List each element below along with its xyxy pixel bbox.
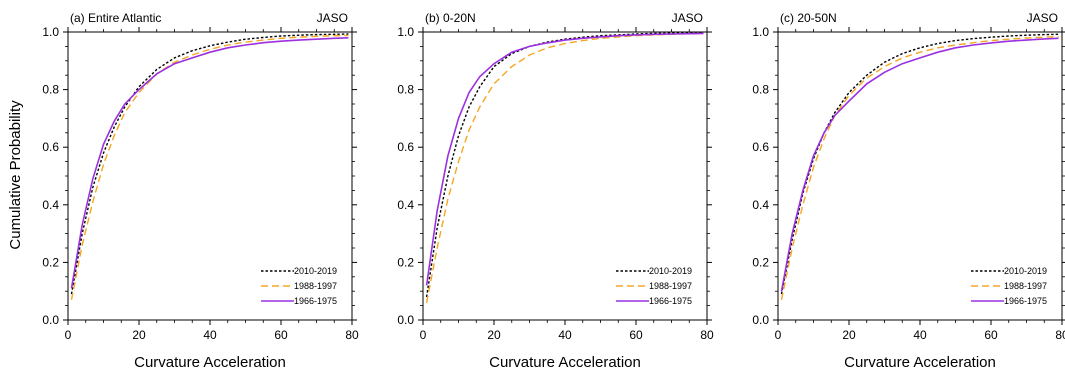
series-line-1966-1975	[780, 37, 1059, 292]
x-tick-label: 0	[420, 328, 427, 342]
x-tick-label: 0	[775, 328, 782, 342]
y-tick-label: 0.6	[752, 140, 769, 154]
y-tick-label: 0.6	[42, 140, 59, 154]
series-line-1988-1997	[780, 35, 1059, 300]
y-tick-label: 0.4	[752, 198, 769, 212]
x-tick-label: 80	[700, 328, 714, 342]
y-tick-label: 1.0	[752, 25, 769, 39]
x-tick-label: 0	[65, 328, 72, 342]
y-tick-label: 0.2	[752, 255, 769, 269]
y-tick-label: 1.0	[42, 25, 59, 39]
x-tick-label: 60	[629, 328, 643, 342]
panel-title: (b) 0-20N	[425, 11, 476, 25]
x-tick-label: 20	[132, 328, 146, 342]
series-line-2010-2019	[425, 31, 704, 298]
panel-season: JASO	[1027, 11, 1058, 25]
y-tick-label: 0.0	[42, 313, 59, 327]
panel-title: (c) 20-50N	[780, 11, 837, 25]
x-tick-label: 20	[842, 328, 856, 342]
legend-label: 1988-1997	[1004, 281, 1047, 291]
panel-season: JASO	[317, 11, 348, 25]
x-tick-label: 80	[1055, 328, 1065, 342]
x-tick-label: 40	[558, 328, 572, 342]
series-line-2010-2019	[70, 33, 349, 295]
series-line-1966-1975	[70, 37, 349, 289]
series-line-1966-1975	[425, 32, 704, 286]
chart-panel-1: 0 20 40 60 80 0.0 0.2 0.4 0.6 0.8 1.0 (a) Entire At…	[42, 11, 359, 371]
legend-label: 1966-1975	[294, 296, 337, 306]
plot-frame	[422, 31, 708, 321]
x-tick-label: 40	[913, 328, 927, 342]
figure-ylabel: Cumulative Probability	[7, 100, 24, 250]
x-tick-label: 60	[274, 328, 288, 342]
x-axis-label: Curvature Acceleration	[844, 354, 996, 371]
y-tick-label: 0.4	[397, 198, 414, 212]
y-tick-label: 0.8	[397, 83, 414, 97]
series-line-2010-2019	[780, 33, 1059, 295]
legend-label: 1988-1997	[294, 281, 337, 291]
panels: 0 20 40 60 80 0.0 0.2 0.4 0.6 0.8 1.0 (a) Entire At…	[42, 11, 1065, 371]
legend-label: 2010-2019	[649, 266, 692, 276]
y-tick-label: 0.2	[397, 255, 414, 269]
x-tick-label: 40	[203, 328, 217, 342]
legend-label: 2010-2019	[294, 266, 337, 276]
panel-season: JASO	[672, 11, 703, 25]
x-tick-label: 80	[345, 328, 359, 342]
chart-panel-2: 0 20 40 60 80 0.0 0.2 0.4 0.6 0.8 1.0 (b) 0-20N JASO…	[397, 11, 714, 371]
plot-frame	[777, 31, 1063, 321]
chart-panel-3: 0 20 40 60 80 0.0 0.2 0.4 0.6 0.8 1.0 (c) 20-50N JAS…	[752, 11, 1065, 371]
y-tick-label: 1.0	[397, 25, 414, 39]
x-axis-label: Curvature Acceleration	[489, 354, 641, 371]
legend-label: 1966-1975	[649, 296, 692, 306]
legend-label: 1966-1975	[1004, 296, 1047, 306]
x-tick-label: 20	[487, 328, 501, 342]
legend-label: 2010-2019	[1004, 266, 1047, 276]
x-tick-label: 60	[984, 328, 998, 342]
x-axis-label: Curvature Acceleration	[134, 354, 286, 371]
plot-frame	[67, 31, 353, 321]
y-tick-label: 0.8	[42, 83, 59, 97]
y-tick-label: 0.4	[42, 198, 59, 212]
series-line-1988-1997	[425, 32, 704, 303]
y-tick-label: 0.2	[42, 255, 59, 269]
y-tick-label: 0.0	[397, 313, 414, 327]
series-line-1988-1997	[70, 34, 349, 300]
legend-label: 1988-1997	[649, 281, 692, 291]
y-tick-label: 0.8	[752, 83, 769, 97]
y-tick-label: 0.0	[752, 313, 769, 327]
panel-title: (a) Entire Atlantic	[70, 11, 161, 25]
y-tick-label: 0.6	[397, 140, 414, 154]
